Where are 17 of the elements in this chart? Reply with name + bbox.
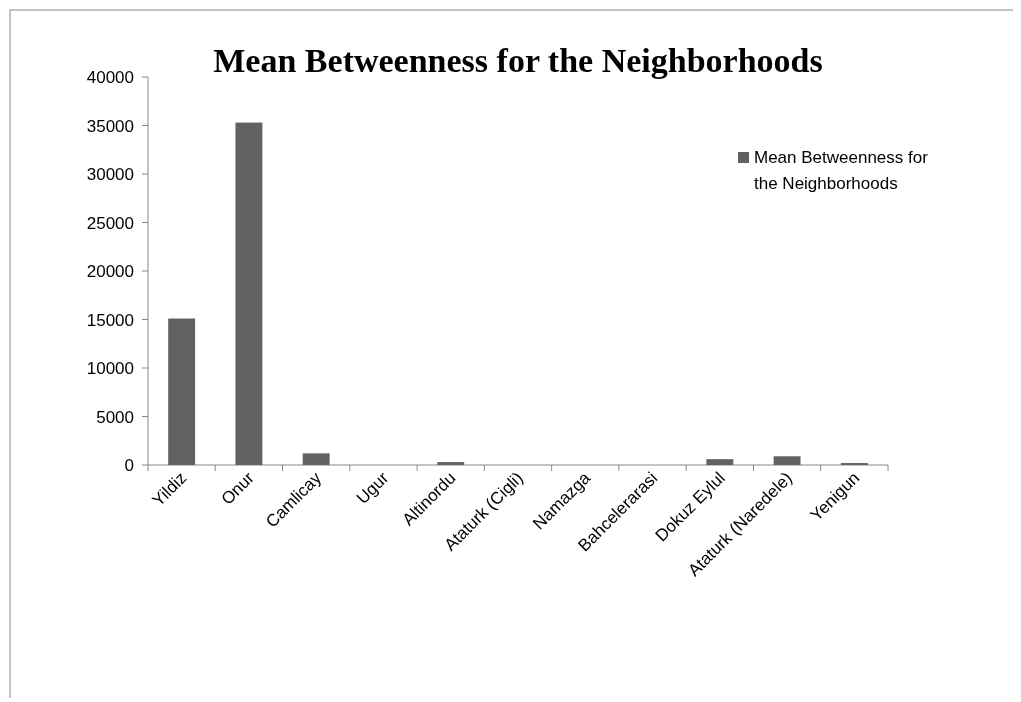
y-tick-label: 20000 <box>86 262 134 281</box>
y-tick-label: 10000 <box>86 359 134 378</box>
y-tick-label: 35000 <box>86 116 134 136</box>
y-tick-label: 25000 <box>86 213 134 233</box>
bar <box>168 318 196 465</box>
bar <box>235 122 263 465</box>
bar <box>302 453 330 465</box>
y-tick-label: 5000 <box>96 407 134 427</box>
y-tick-label: 0 <box>124 456 134 475</box>
bar <box>706 459 734 465</box>
legend-label: Mean Betweenness for the Neighborhoods <box>754 148 929 193</box>
y-tick-label: 40000 <box>86 68 134 87</box>
bar <box>437 462 465 465</box>
y-tick-label: 15000 <box>86 310 134 330</box>
y-tick-label: 30000 <box>86 165 134 184</box>
chart-title: Mean Betweenness for the Neighborhoods <box>213 42 823 79</box>
bar <box>773 456 801 465</box>
